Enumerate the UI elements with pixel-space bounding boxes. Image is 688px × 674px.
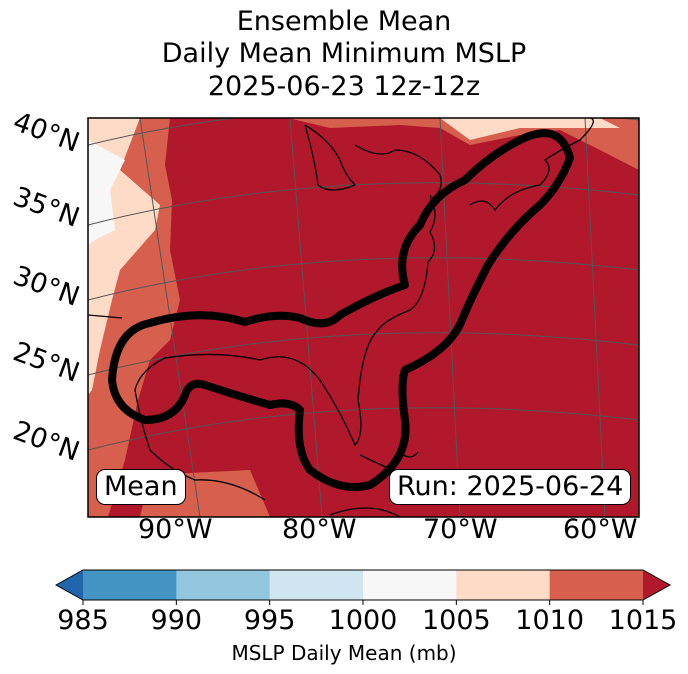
lon-label-60w: 60°W xyxy=(563,514,638,545)
colorbar-segment xyxy=(549,570,644,600)
ensemble-region-outline xyxy=(108,129,574,492)
colorbar-segment xyxy=(83,570,177,600)
map-area xyxy=(88,118,639,517)
colorbar-tick-label: 990 xyxy=(150,605,203,636)
colorbar xyxy=(54,569,672,605)
colorbar-segment xyxy=(456,570,551,600)
colorbar-segment xyxy=(176,570,271,600)
colorbar-extend-high xyxy=(643,570,670,600)
map-frame xyxy=(87,117,640,518)
colorbar-segment xyxy=(363,570,457,600)
title-line-2: Daily Mean Minimum MSLP xyxy=(161,38,527,69)
colorbar-tick-label: 1010 xyxy=(515,605,585,636)
lon-label-70w: 70°W xyxy=(423,514,498,545)
mean-label-box: Mean xyxy=(96,469,186,505)
mslp-field-1005-northeast xyxy=(440,118,620,140)
colorbar-tick-label: 995 xyxy=(243,605,296,636)
colorbar-extend-low xyxy=(56,570,83,600)
colorbar-tick-label: 1005 xyxy=(421,605,491,636)
lon-label-90w: 90°W xyxy=(138,514,213,545)
colorbar-tick-label: 1000 xyxy=(328,605,398,636)
colorbar-tick-label: 985 xyxy=(57,605,109,636)
colorbar-segment xyxy=(269,570,364,600)
colorbar-tick-label: 1015 xyxy=(608,605,678,636)
mslp-field-1000 xyxy=(88,140,125,245)
run-date-box: Run: 2025-06-24 xyxy=(389,469,632,505)
title-line-3: 2025-06-23 12z-12z xyxy=(207,71,481,102)
title-line-1: Ensemble Mean xyxy=(236,6,452,37)
lon-label-80w: 80°W xyxy=(282,514,357,545)
colorbar-label: MSLP Daily Mean (mb) xyxy=(231,641,457,665)
